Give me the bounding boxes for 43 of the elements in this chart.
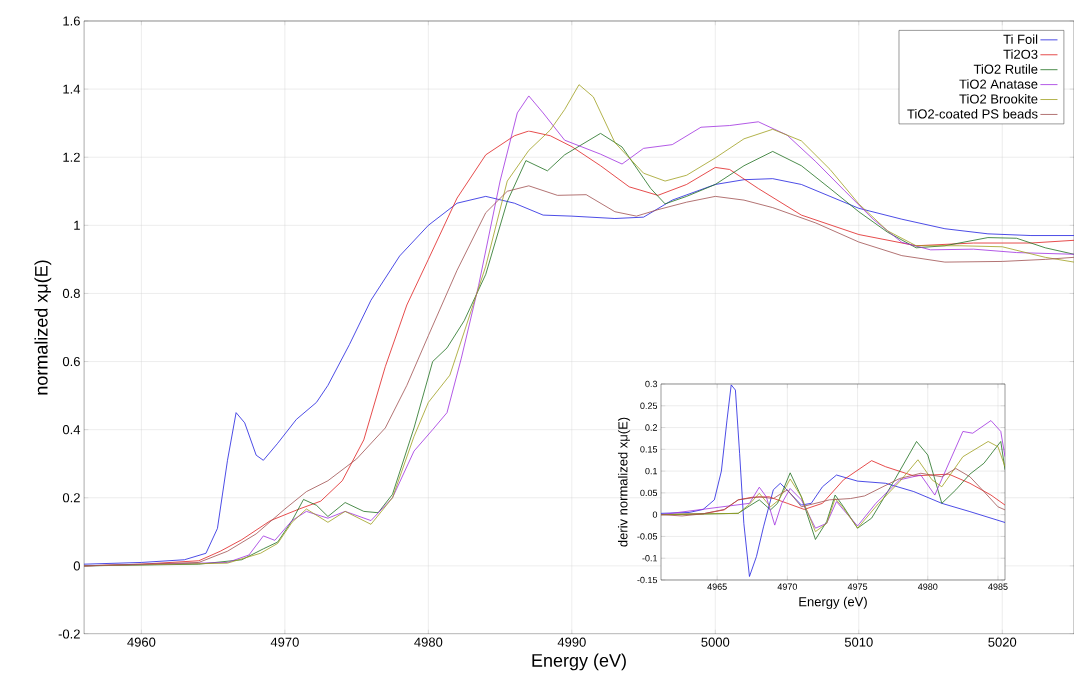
y-tick-label: 0.2 — [62, 493, 80, 503]
line-series — [661, 384, 1005, 577]
x-tick-label: 5020 — [988, 637, 1017, 647]
y-tick-label: 1.2 — [63, 152, 80, 162]
y-tick-label: -0.05 — [637, 533, 658, 540]
y-tick-label: -0.1 — [642, 555, 658, 562]
y-tick-label: 0.2 — [645, 424, 658, 431]
y-tick-label: 0.6 — [62, 356, 80, 367]
legend-label: TiO2 Brookite — [959, 94, 1038, 104]
y-tick-label: 0.1 — [645, 467, 658, 475]
x-tick-label: 4990 — [557, 637, 586, 647]
y-tick-label: 0.25 — [640, 402, 658, 409]
x-tick-label: 5000 — [701, 637, 730, 647]
y-tick-label: 0 — [73, 561, 80, 571]
y-axis-title: normalized xμ(E) — [34, 260, 52, 395]
x-tick-label: 4980 — [414, 637, 443, 647]
legend-label: TiO2 Anatase — [959, 79, 1038, 89]
y-tick-label: 1.4 — [63, 84, 81, 94]
y-tick-label: 0.3 — [645, 380, 658, 388]
y-tick-label: 1 — [74, 220, 80, 230]
x-tick-label: 4980 — [917, 583, 938, 590]
x-tick-label: 4985 — [988, 583, 1008, 590]
y-tick-label: 0.05 — [640, 489, 658, 497]
y-axis-title: deriv normalized xμ(E) — [617, 417, 631, 547]
y-tick-label: 1.6 — [63, 16, 80, 26]
x-axis-title: Energy (eV) — [799, 596, 867, 609]
y-tick-label: 0.4 — [62, 425, 81, 435]
x-tick-label: 5010 — [844, 637, 873, 647]
legend-label: TiO2-coated PS beads — [907, 108, 1038, 119]
x-axis-title: Energy (eV) — [532, 653, 626, 671]
y-tick-label: -0.2 — [58, 629, 80, 639]
y-tick-label: 0.15 — [640, 446, 658, 453]
legend-label: Ti2O3 — [1003, 49, 1038, 59]
y-tick-label: -0.15 — [637, 576, 658, 584]
x-tick-label: 4970 — [777, 583, 798, 590]
x-tick-label: 4975 — [847, 583, 868, 590]
legend-label: Ti Foil — [1003, 34, 1038, 44]
legend-label: TiO2 Rutile — [973, 64, 1038, 74]
y-tick-label: 0 — [652, 511, 658, 518]
x-tick-label: 4970 — [270, 637, 299, 647]
x-tick-label: 4960 — [127, 637, 156, 647]
x-tick-label: 4965 — [707, 583, 727, 590]
y-tick-label: 0.8 — [62, 288, 80, 299]
